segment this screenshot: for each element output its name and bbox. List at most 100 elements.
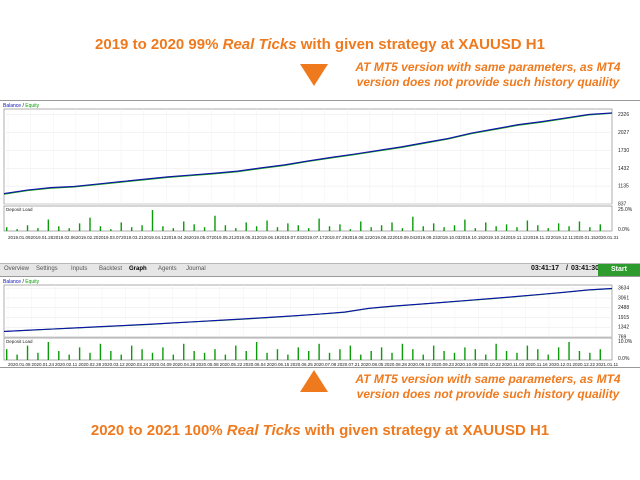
y-tick-label: 3634 [618, 286, 629, 292]
tab-agents[interactable]: Agents [158, 266, 177, 272]
deposit-load-bar [6, 349, 8, 360]
x-tick-label: 2020.07.21 [337, 362, 360, 367]
headline-top-prefix: 2019 to 2020 99% [95, 36, 223, 53]
deposit-load-bar [360, 354, 362, 360]
deposit-load-bar [391, 222, 393, 231]
deposit-load-bar [151, 210, 154, 231]
deposit-load-bar [297, 225, 299, 231]
tab-journal[interactable]: Journal [186, 266, 206, 272]
deposit-load-bar [308, 351, 310, 360]
headline-top-italic: Real Ticks [222, 36, 297, 53]
tab-overview[interactable]: Overview [4, 266, 30, 272]
legend-balance-2: Balance [3, 279, 22, 285]
tab-settings[interactable]: Settings [36, 266, 58, 272]
deposit-load-bar [443, 227, 445, 231]
x-tick-label: 2020.12.01 [549, 362, 572, 367]
deposit-load-bar [141, 349, 143, 360]
deposit-load-bar [589, 352, 591, 360]
deposit-load-bar [203, 227, 206, 231]
y-tick-label: 837 [618, 202, 627, 208]
deposit-load-bar [224, 354, 227, 360]
x-tick-label: 2020.06.25 [290, 362, 313, 367]
y-tick-label: 2488 [618, 305, 629, 311]
deposit-load-bar [183, 221, 185, 231]
x-tick-label: 2020.07.08 [314, 362, 337, 367]
deposit-load-bar [16, 229, 18, 231]
legend-bottom: Balance / Equity [3, 279, 39, 285]
deposit-load-bar [328, 352, 331, 360]
x-tick-label: 2020.04.09 [149, 362, 172, 367]
chart-panel-2020: Balance / Equity Deposit Load 3634 3061 248… [0, 276, 640, 368]
deposit-load-bar [37, 228, 39, 231]
deposit-load-bar [47, 342, 50, 360]
y-tick-label: 1135 [618, 184, 629, 190]
deposit-load-bar [370, 227, 372, 231]
deposit-load-bar [422, 354, 424, 360]
tester-tab-bar: Overview Settings Inputs Backtest Graph Agent… [0, 263, 640, 277]
deposit-load-bar [516, 352, 518, 360]
x-tick-label: 2019.11.12 [506, 235, 529, 240]
deposit-load-bar [78, 223, 81, 231]
x-tick-label: 2019.02.20 [76, 235, 99, 240]
deposit-load-bar [193, 351, 195, 360]
tab-graph[interactable]: Graph [129, 266, 147, 272]
start-button[interactable]: Start [598, 264, 640, 276]
deposit-load-bar [328, 226, 331, 231]
tab-inputs[interactable]: Inputs [71, 266, 88, 272]
x-tick-label: 2020.05.08 [196, 362, 219, 367]
load-tick-label: 0.0% [618, 227, 630, 233]
x-tick-label: 2020.08.05 [361, 362, 384, 367]
deposit-load-bar [453, 352, 456, 360]
x-tick-label: 2019.08.12 [347, 235, 370, 240]
legend-equity: Equity [25, 103, 40, 109]
deposit-load-bar [287, 223, 289, 231]
deposit-load-bar [432, 223, 435, 231]
deposit-load-bar [214, 349, 216, 360]
headline-bottom-suffix: with given strategy at XAUUSD H1 [300, 422, 550, 439]
x-tick-label: 2020.05.22 [220, 362, 243, 367]
x-tick-label: 2020.11.16 [525, 362, 548, 367]
deposit-load-bar [120, 354, 122, 360]
x-tick-label: 2019.10.24 [483, 235, 506, 240]
deposit-load-bar [308, 228, 310, 231]
chart-panel-2019: Balance / Equity Deposit Load 2326 2027 173… [0, 100, 640, 265]
deposit-load-bar [183, 343, 185, 360]
x-tick-label: 2020.01.24 [32, 362, 55, 367]
deposit-load-bar [37, 352, 39, 360]
x-tick-label: 2020.01.15 [573, 235, 596, 240]
deposit-load-bar [401, 228, 404, 231]
deposit-load-bar [537, 349, 539, 360]
x-tick-label: 2019.02.06 [53, 235, 76, 240]
deposit-load-bar [495, 226, 497, 231]
deposit-load-bar [526, 345, 529, 360]
x-tick-label: 2019.09.04 [392, 235, 415, 240]
deposit-load-bar [578, 351, 581, 360]
x-tick-label: 2020.01.08 [8, 362, 31, 367]
deposit-load-bar [516, 227, 518, 231]
deposit-load-bar [318, 218, 320, 231]
deposit-load-bar [266, 220, 268, 231]
x-tick-label: 2019.10.15 [460, 235, 483, 240]
x-tick-label: 2020.11.03 [502, 362, 525, 367]
y-tick-label: 1730 [618, 148, 629, 154]
x-tick-label: 2020.01.31 [596, 235, 619, 240]
deposit-load-bar [68, 354, 70, 360]
deposit-load-bar [505, 351, 508, 360]
deposit-load-bar [89, 352, 91, 360]
deposit-load-bar [172, 354, 175, 360]
plot-area [3, 108, 613, 205]
tab-backtest[interactable]: Backtest [99, 266, 123, 272]
headline-top-suffix: with given strategy at XAUUSD H1 [296, 36, 545, 53]
x-tick-label: 2020.02.28 [79, 362, 102, 367]
y-tick-label: 2326 [618, 112, 629, 118]
x-tick-label: 2019.06.19 [257, 235, 280, 240]
note-bottom: AT MT5 version with same parameters, as … [338, 372, 638, 402]
deposit-load-bar [547, 228, 549, 231]
plot-area [3, 284, 613, 338]
series-line-balance [3, 287, 613, 332]
legend-equity-2: Equity [25, 279, 40, 285]
deposit-load-bar [464, 347, 466, 360]
deposit-load-bar [203, 352, 206, 360]
deposit-load-bar [110, 351, 112, 360]
headline-bottom: 2020 to 2021 100% Real Ticks with given … [0, 422, 640, 439]
